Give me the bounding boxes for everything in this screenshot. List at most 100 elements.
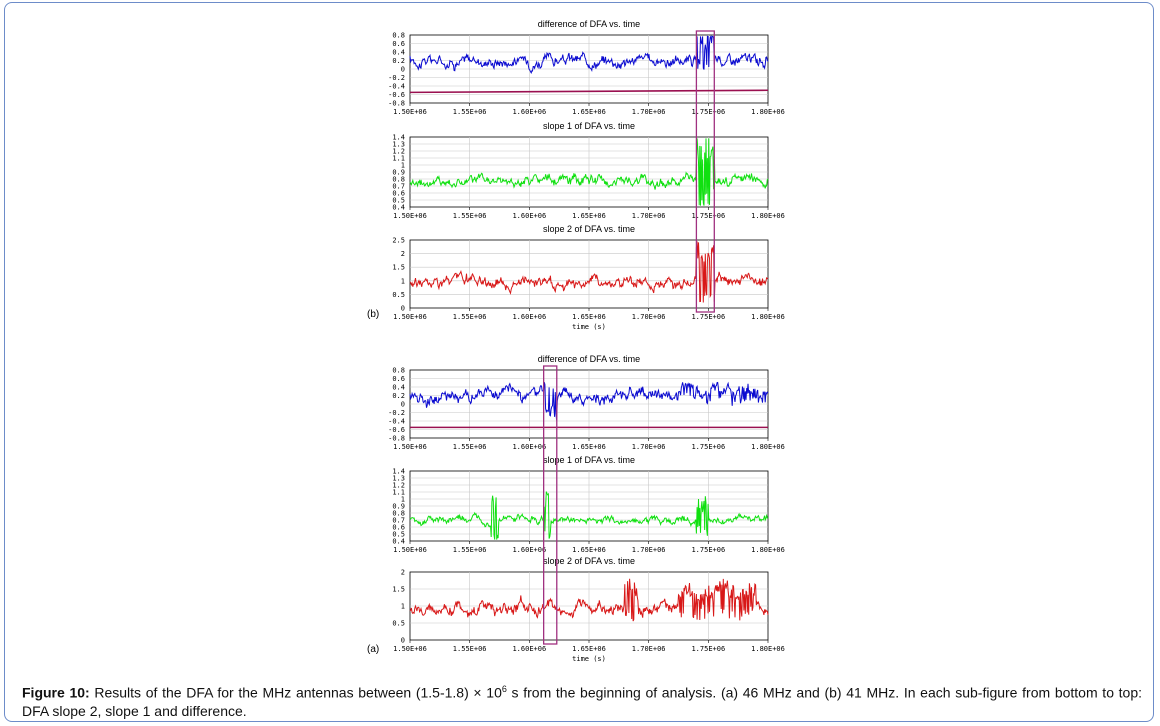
x-tick-label: 1.55E+06 xyxy=(453,546,487,554)
y-tick-label: 0.5 xyxy=(392,291,405,299)
y-tick-label: 0.9 xyxy=(392,503,405,511)
y-tick-label: 0.2 xyxy=(392,392,405,400)
y-tick-label: 0.5 xyxy=(392,620,405,628)
x-tick-label: 1.70E+06 xyxy=(632,645,666,653)
x-tick-label: 1.60E+06 xyxy=(512,443,546,451)
y-tick-label: 2 xyxy=(401,250,405,258)
y-tick-label: 1 xyxy=(401,277,405,285)
y-tick-label: 1.5 xyxy=(392,586,405,594)
y-tick-label: 0.8 xyxy=(392,176,405,184)
x-tick-label: 1.60E+06 xyxy=(512,313,546,321)
chart-0: difference of DFA vs. time0.80.60.40.20-… xyxy=(388,19,785,116)
y-tick-label: -0.4 xyxy=(388,83,405,91)
x-tick-label: 1.75E+06 xyxy=(691,645,725,653)
chart-title: slope 2 of DFA vs. time xyxy=(543,224,635,234)
caption-text-2: s from the beginning of analysis. (a) 46… xyxy=(22,684,1143,719)
y-tick-label: 1.4 xyxy=(392,468,405,476)
figure-caption: Figure 10: Results of the DFA for the MH… xyxy=(22,680,1142,720)
chart-1: slope 1 of DFA vs. time1.41.31.21.110.90… xyxy=(392,121,785,220)
x-tick-label: 1.55E+06 xyxy=(453,108,487,116)
y-tick-label: 0 xyxy=(401,637,405,645)
y-tick-label: -0.8 xyxy=(388,435,405,443)
x-tick-label: 1.70E+06 xyxy=(632,313,666,321)
y-tick-label: 1.4 xyxy=(392,134,405,142)
caption-text-1: Results of the DFA for the MHz antennas … xyxy=(89,684,502,701)
x-tick-label: 1.60E+06 xyxy=(512,212,546,220)
y-tick-label: 0.7 xyxy=(392,517,405,525)
x-tick-label: 1.55E+06 xyxy=(453,645,487,653)
y-tick-label: 0.7 xyxy=(392,183,405,191)
x-tick-label: 1.55E+06 xyxy=(453,313,487,321)
y-tick-label: 1.3 xyxy=(392,141,405,149)
y-tick-label: 1.1 xyxy=(392,489,405,497)
x-tick-label: 1.80E+06 xyxy=(751,546,785,554)
y-tick-label: -0.2 xyxy=(388,74,405,82)
y-tick-label: 0.6 xyxy=(392,524,405,532)
x-tick-label: 1.60E+06 xyxy=(512,645,546,653)
x-tick-label: 1.75E+06 xyxy=(691,546,725,554)
caption-label: Figure 10: xyxy=(22,684,90,701)
x-tick-label: 1.70E+06 xyxy=(632,546,666,554)
y-tick-label: 0.8 xyxy=(392,32,405,40)
x-tick-label: 1.65E+06 xyxy=(572,108,606,116)
panel-label-a: (a) xyxy=(367,644,379,655)
y-tick-label: 1 xyxy=(401,603,405,611)
chart-title: difference of DFA vs. time xyxy=(538,354,640,364)
x-tick-label: 1.55E+06 xyxy=(453,212,487,220)
threshold-line xyxy=(409,89,769,94)
x-tick-label: 1.65E+06 xyxy=(572,546,606,554)
highlight-box-b xyxy=(695,30,715,313)
x-tick-label: 1.70E+06 xyxy=(632,212,666,220)
x-axis-label: time (s) xyxy=(572,655,606,663)
y-tick-label: 0.6 xyxy=(392,375,405,383)
y-tick-label: 0.2 xyxy=(392,57,405,65)
x-tick-label: 1.75E+06 xyxy=(691,443,725,451)
x-tick-label: 1.50E+06 xyxy=(393,546,427,554)
y-tick-label: 2.5 xyxy=(392,237,405,245)
panel-label-b: (b) xyxy=(367,309,379,320)
y-tick-label: 0.5 xyxy=(392,531,405,539)
y-tick-label: -0.4 xyxy=(388,418,405,426)
x-tick-label: 1.70E+06 xyxy=(632,108,666,116)
chart-3: difference of DFA vs. time0.80.60.40.20-… xyxy=(388,354,785,451)
x-tick-label: 1.50E+06 xyxy=(393,443,427,451)
series-line xyxy=(409,491,769,540)
y-tick-label: 0 xyxy=(401,401,405,409)
y-tick-label: 0.9 xyxy=(392,169,405,177)
x-axis-label: time (s) xyxy=(572,323,606,331)
y-tick-label: 0.8 xyxy=(392,367,405,375)
x-tick-label: 1.65E+06 xyxy=(572,645,606,653)
chart-4: slope 1 of DFA vs. time1.41.31.21.110.90… xyxy=(392,455,785,554)
chart-title: difference of DFA vs. time xyxy=(538,19,640,29)
chart-2: slope 2 of DFA vs. time 2.5 2 1.5 1 0.5 01.50E… xyxy=(392,224,785,331)
chart-title: slope 1 of DFA vs. time xyxy=(543,455,635,465)
y-tick-label: 0.5 xyxy=(392,197,405,205)
y-tick-label: 0.4 xyxy=(392,538,405,546)
y-tick-label: 0.6 xyxy=(392,190,405,198)
chart-5: slope 2 of DFA vs. time 2 1.5 1 0.5 01.50E+06… xyxy=(392,556,785,663)
x-tick-label: 1.50E+06 xyxy=(393,313,427,321)
y-tick-label: -0.6 xyxy=(388,91,405,99)
y-tick-label: 1.3 xyxy=(392,475,405,483)
y-tick-label: 0.4 xyxy=(392,204,405,212)
x-tick-label: 1.65E+06 xyxy=(572,313,606,321)
y-tick-label: -0.2 xyxy=(388,409,405,417)
y-tick-label: -0.6 xyxy=(388,426,405,434)
x-tick-label: 1.50E+06 xyxy=(393,108,427,116)
x-tick-label: 1.60E+06 xyxy=(512,546,546,554)
x-tick-label: 1.65E+06 xyxy=(572,443,606,451)
y-tick-label: 0 xyxy=(401,66,405,74)
x-tick-label: 1.80E+06 xyxy=(751,313,785,321)
x-tick-label: 1.50E+06 xyxy=(393,212,427,220)
x-tick-label: 1.80E+06 xyxy=(751,443,785,451)
series-line xyxy=(409,578,769,622)
series-line xyxy=(409,241,769,303)
y-tick-label: 0.4 xyxy=(392,49,405,57)
x-tick-label: 1.80E+06 xyxy=(751,212,785,220)
y-tick-label: 1 xyxy=(401,496,405,504)
y-tick-label: 1.2 xyxy=(392,148,405,156)
x-tick-label: 1.75E+06 xyxy=(691,212,725,220)
x-tick-label: 1.75E+06 xyxy=(691,313,725,321)
y-tick-label: 0.8 xyxy=(392,510,405,518)
